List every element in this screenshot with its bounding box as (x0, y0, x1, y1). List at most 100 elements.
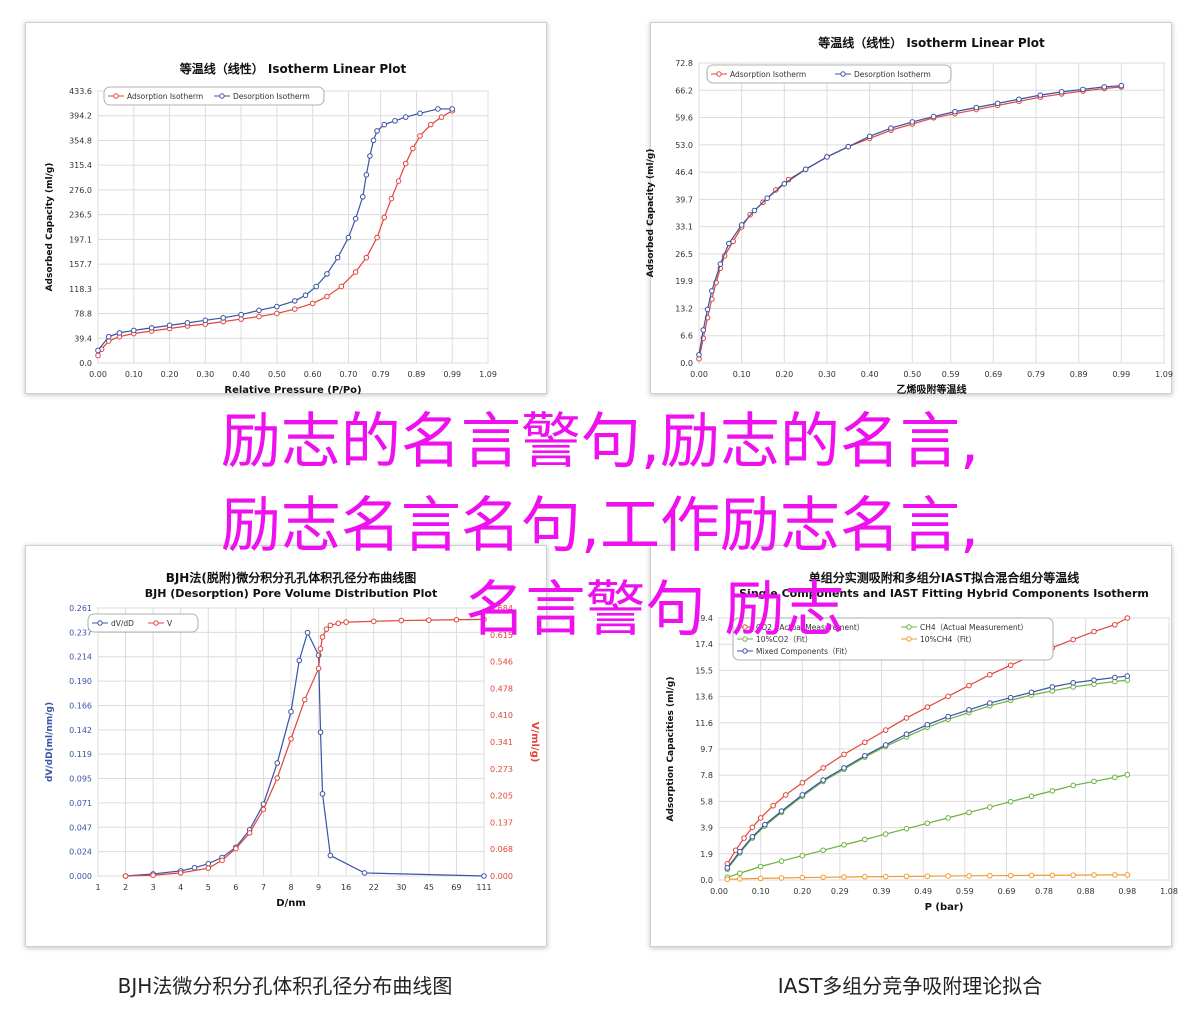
x-tick-label: 0.49 (914, 887, 932, 896)
x-tick-label: 0.00 (89, 370, 107, 379)
data-point (395, 178, 402, 184)
data-point (1028, 872, 1035, 879)
data-point (724, 865, 731, 871)
data-point (352, 269, 359, 275)
x-tick-label: 111 (476, 883, 491, 892)
data-point (1124, 673, 1131, 679)
data-point (1124, 872, 1131, 878)
x-tick-label: 0.99 (443, 370, 461, 379)
data-point (1007, 798, 1014, 805)
data-point (417, 110, 423, 117)
data-point (924, 873, 931, 880)
data-point (749, 824, 756, 831)
data-point (334, 254, 341, 261)
data-point (205, 865, 212, 871)
x-tick-label: 1.09 (1155, 370, 1173, 379)
data-point (924, 721, 931, 728)
y2-tick-label: 0.137 (490, 818, 513, 827)
data-point (866, 133, 873, 140)
y2-tick-label: 0.546 (490, 658, 513, 667)
data-point (335, 620, 342, 627)
data-point (945, 713, 951, 720)
data-point (778, 808, 785, 814)
data-point (374, 234, 380, 241)
x-tick-label: 7 (261, 883, 266, 892)
data-point (363, 172, 370, 178)
data-point (288, 708, 294, 715)
y-axis-label: Adsorbed Capacity (ml/g) (45, 163, 55, 292)
data-point (903, 825, 910, 832)
data-point (882, 873, 889, 880)
data-point (1070, 872, 1076, 878)
data-point (359, 193, 366, 200)
series-line (726, 679, 1128, 870)
plot-area (698, 62, 1165, 364)
y-tick-label: 33.1 (675, 223, 693, 232)
data-point (1124, 771, 1131, 778)
x-tick-label: 0.99 (1112, 370, 1130, 379)
legend-marker (906, 636, 912, 642)
data-point (95, 347, 101, 354)
series-line (698, 85, 1122, 355)
data-point (772, 187, 779, 193)
data-point (388, 195, 395, 202)
y-tick-label: 53.0 (675, 141, 693, 150)
data-point (1124, 615, 1131, 621)
data-point (1058, 89, 1065, 95)
legend-label: CH4（Actual Measurement） (920, 623, 1028, 632)
x-tick-label: 0.79 (372, 370, 390, 379)
data-point (930, 113, 937, 120)
legend-label: Desorption Isotherm (854, 70, 931, 79)
data-point (205, 860, 212, 867)
data-point (888, 125, 894, 131)
data-point (1037, 92, 1044, 98)
y-tick-label: 6.6 (680, 332, 693, 341)
data-point (708, 288, 715, 294)
bjh-pore-distribution-plot: BJH法(脱附)微分积分孔孔体积孔径分布曲线图 BJH (Desorption) … (45, 570, 540, 909)
x-tick-label: 45 (424, 883, 434, 892)
data-point (256, 307, 262, 314)
data-point (1091, 778, 1097, 785)
data-point (1049, 788, 1056, 794)
y-tick-label: 0.024 (69, 848, 92, 857)
isotherm-linear-plot-2: 等温线（线性） Isotherm Linear Plot 0.0 6.6 13.2 19… (646, 35, 1173, 396)
data-point (1118, 82, 1125, 89)
data-point (288, 736, 294, 742)
chart-subtitle: Single Components and IAST Fitting Hybri… (739, 587, 1149, 600)
data-point (945, 873, 951, 879)
data-point (987, 804, 993, 810)
y-tick-label: 118.3 (69, 285, 92, 294)
y2-tick-label: 0.341 (490, 738, 513, 747)
data-point (435, 106, 441, 112)
chart-panel-iast: 单组分实测吸附和多组分IAST拟合混合组分等温线 Single Component… (650, 545, 1178, 947)
y2-tick-label: 0.273 (490, 765, 513, 774)
data-point (150, 872, 156, 879)
data-point (1091, 677, 1097, 683)
data-point (749, 833, 756, 840)
data-point (220, 315, 227, 321)
y-tick-label: 433.6 (69, 87, 92, 96)
data-point (737, 876, 743, 882)
data-point (122, 873, 129, 879)
data-point (824, 154, 830, 160)
y-tick-label: 0.237 (69, 628, 92, 637)
data-point (381, 214, 388, 221)
legend-label: Desorption Isotherm (233, 92, 310, 101)
y-axis-label: dV/dD(ml/nm/g) (45, 702, 55, 782)
x-tick-label: 4 (178, 883, 183, 892)
y-tick-label: 72.8 (675, 59, 693, 68)
y2-tick-label: 0.000 (490, 872, 513, 881)
data-point (802, 166, 809, 173)
data-point (301, 696, 308, 703)
x-tick-label: 0.78 (1035, 887, 1053, 896)
data-point (381, 121, 388, 128)
data-point (291, 306, 298, 312)
x-tick-label: 0.10 (125, 370, 143, 379)
legend-marker (906, 624, 912, 630)
x-tick-label: 0.29 (831, 887, 849, 896)
y-tick-label: 3.9 (700, 824, 713, 833)
legend-label: V (167, 619, 173, 628)
x-tick-label: 1 (95, 883, 100, 892)
data-point (973, 104, 980, 111)
data-point (274, 760, 281, 766)
